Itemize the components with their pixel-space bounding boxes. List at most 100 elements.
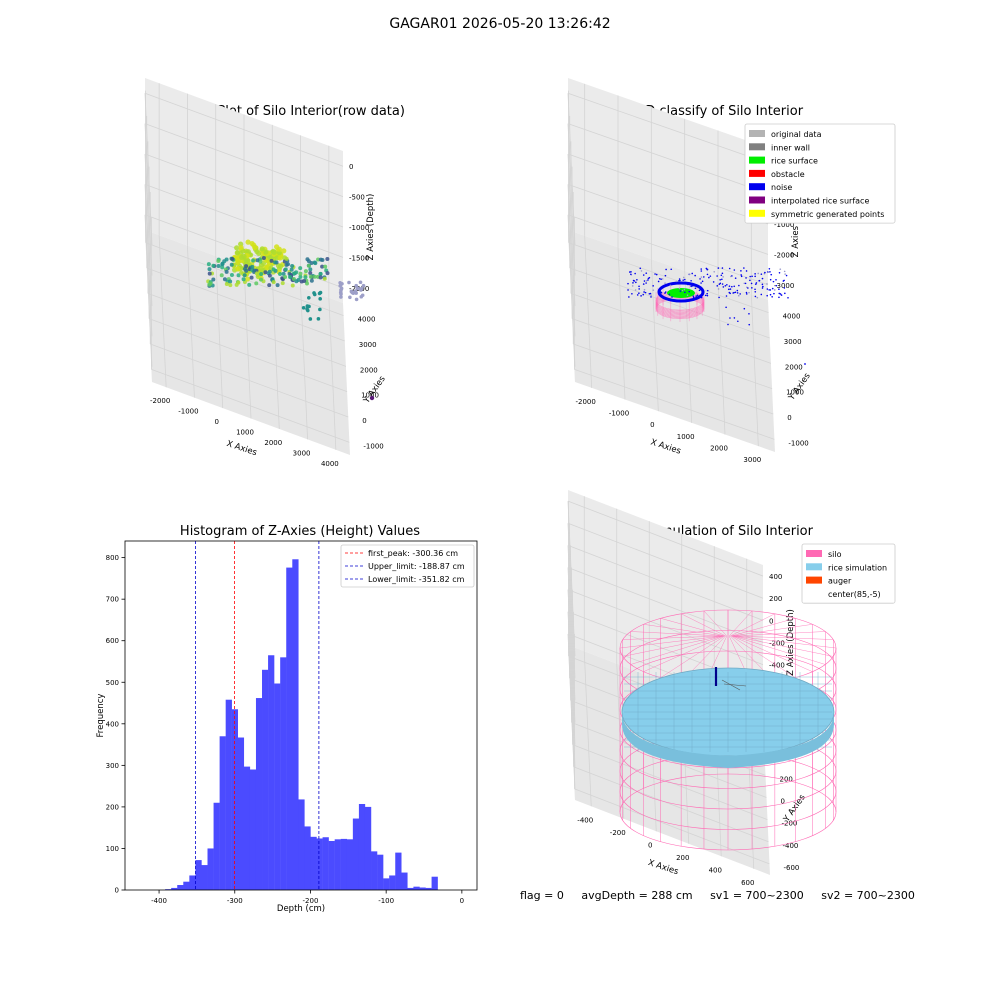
p2-point <box>655 273 658 276</box>
avg-depth-text: avgDepth = 288 cm <box>581 889 693 902</box>
p1-point <box>255 258 260 263</box>
p4-silo-roof <box>660 618 725 637</box>
p1-ygrid <box>147 292 347 367</box>
p2-ztick-label: -1000 <box>774 221 794 229</box>
p4-zgrid-left <box>567 589 576 745</box>
p1-point <box>241 277 246 282</box>
p1-point <box>216 259 221 264</box>
p1-point <box>229 262 234 267</box>
p1-point <box>234 245 240 251</box>
p2-point <box>694 287 697 290</box>
p1-point <box>207 282 212 287</box>
p1-ytick-label: 4000 <box>358 316 376 324</box>
p1-point <box>263 270 268 275</box>
p4-legend-frame <box>801 543 896 604</box>
p1-point <box>247 282 252 287</box>
p2-point <box>700 268 703 270</box>
p2-point <box>692 295 695 298</box>
hist-xtick-label: -100 <box>378 897 394 905</box>
p2-point <box>636 294 639 296</box>
hist-bar <box>231 709 238 890</box>
p1-xtick-label: -1000 <box>178 408 198 416</box>
hist-bar <box>262 669 269 890</box>
p4-ytick-label: -200 <box>782 820 798 828</box>
p2-point <box>771 295 773 298</box>
p4-zgrid-back <box>567 567 764 643</box>
p2-point <box>736 289 739 292</box>
panel3-title: Histogram of Z-Axies (Height) Values <box>179 524 421 539</box>
p2-point <box>645 279 648 282</box>
p1-point <box>318 307 322 312</box>
p2-point <box>657 280 660 283</box>
p2-point <box>740 274 742 276</box>
hist-legend-label: Upper_limit: -188.87 cm <box>368 562 465 571</box>
p1-point <box>235 266 241 272</box>
p4-ztick-label: 400 <box>769 573 782 581</box>
hist-ytick-label: 0 <box>115 887 119 895</box>
p1-point <box>229 273 234 278</box>
p2-ygrid <box>573 343 774 415</box>
p2-point <box>719 278 721 281</box>
hist-bar <box>189 875 196 890</box>
hist-bar <box>268 655 275 890</box>
p2-zgrid-left <box>567 93 576 246</box>
p2-point <box>665 268 667 271</box>
p1-point <box>235 259 241 266</box>
p2-ytick-label: 4000 <box>783 313 801 321</box>
hist-bar <box>328 840 335 890</box>
p2-legend-swatch <box>749 169 765 177</box>
p1-point <box>228 283 233 288</box>
p4-silo-roof <box>660 635 725 678</box>
p1-point <box>338 280 342 285</box>
p2-point <box>696 294 699 297</box>
p1-point <box>360 293 365 298</box>
p2-point <box>712 281 715 283</box>
p2-point <box>731 285 733 288</box>
p2-noise-ring <box>657 281 705 303</box>
p1-point <box>359 288 363 292</box>
figure-title: GAGAR01 2026-05-20 13:26:42 <box>389 16 611 32</box>
p2-point <box>683 288 686 291</box>
p2-point <box>627 282 629 285</box>
p1-point <box>234 250 240 256</box>
p2-point <box>706 292 708 295</box>
p2-point <box>706 294 709 297</box>
p2-xgrid <box>750 294 759 447</box>
p2-point <box>661 278 664 280</box>
p1-point <box>211 263 216 268</box>
p2-point <box>736 292 739 294</box>
p2-point <box>739 293 741 295</box>
p1-point <box>305 281 310 286</box>
p1-xgrid <box>158 235 167 388</box>
p2-xtick-label: 2000 <box>710 445 728 453</box>
p4-legend-swatch <box>806 589 822 597</box>
p1-point <box>318 271 323 276</box>
p4-rice-side <box>622 712 834 768</box>
p1-point <box>220 262 225 267</box>
p1-point <box>309 261 314 266</box>
hist-bar <box>346 839 354 890</box>
p1-point <box>263 249 269 255</box>
p1-point <box>361 283 366 288</box>
p2-xtick-label: 3000 <box>743 456 761 464</box>
p4-silo-roof <box>643 635 724 672</box>
p2-point <box>695 295 697 297</box>
p2-ztick-label: -3000 <box>774 282 794 290</box>
p2-point <box>771 287 774 290</box>
p2-point <box>783 270 786 273</box>
p4-silo-roof <box>703 610 727 637</box>
hist-bar <box>377 854 384 890</box>
p1-point <box>348 295 352 300</box>
hist-bar <box>177 885 184 890</box>
hist-xtick-label: -400 <box>151 897 167 905</box>
p2-legend-label: original data <box>771 130 822 139</box>
p1-point <box>267 273 272 278</box>
p2-point <box>737 320 739 323</box>
hist-bar <box>171 887 178 890</box>
p2-zgrid-back <box>567 214 769 286</box>
p2-point <box>628 271 631 273</box>
p2-ygrid <box>569 267 770 339</box>
p2-point <box>690 279 692 282</box>
